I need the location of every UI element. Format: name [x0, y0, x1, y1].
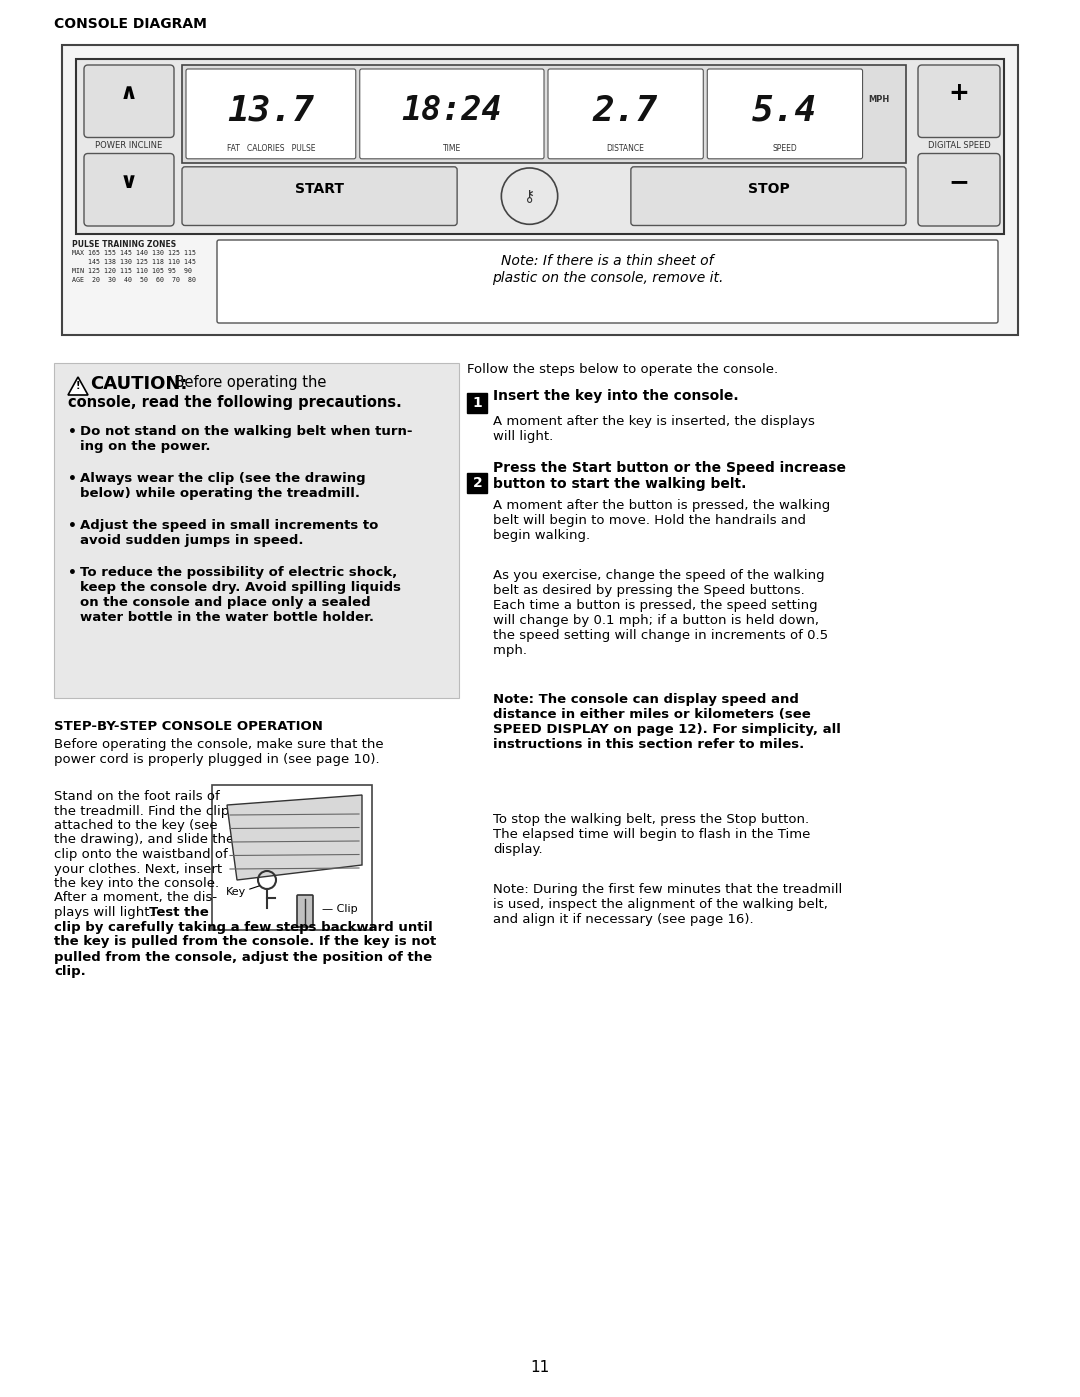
- Text: Note: During the first few minutes that the treadmill
is used, inspect the align: Note: During the first few minutes that …: [494, 883, 842, 926]
- FancyBboxPatch shape: [918, 154, 1000, 226]
- FancyBboxPatch shape: [918, 66, 1000, 137]
- Text: FAT   CALORIES   PULSE: FAT CALORIES PULSE: [227, 144, 315, 152]
- Text: 145 138 130 125 118 110 145: 145 138 130 125 118 110 145: [72, 258, 195, 265]
- Text: 11: 11: [530, 1359, 550, 1375]
- Text: +: +: [948, 81, 970, 105]
- Text: CAUTION:: CAUTION:: [90, 374, 188, 393]
- Text: As you exercise, change the speed of the walking
belt as desired by pressing the: As you exercise, change the speed of the…: [494, 569, 828, 657]
- Text: DIGITAL SPEED: DIGITAL SPEED: [928, 141, 990, 149]
- Text: START: START: [295, 182, 345, 196]
- Text: To stop the walking belt, press the Stop button.
The elapsed time will begin to : To stop the walking belt, press the Stop…: [494, 813, 811, 856]
- FancyBboxPatch shape: [84, 66, 174, 137]
- Text: Press the Start button or the Speed increase
button to start the walking belt.: Press the Start button or the Speed incr…: [494, 461, 847, 492]
- Text: AGE  20  30  40  50  60  70  80: AGE 20 30 40 50 60 70 80: [72, 277, 195, 284]
- FancyBboxPatch shape: [707, 68, 863, 159]
- Text: attached to the key (see: attached to the key (see: [54, 819, 218, 833]
- Text: POWER INCLINE: POWER INCLINE: [95, 141, 163, 149]
- Text: ∧: ∧: [120, 84, 138, 103]
- Text: 2.7: 2.7: [593, 94, 659, 127]
- FancyBboxPatch shape: [297, 895, 313, 928]
- FancyBboxPatch shape: [217, 240, 998, 323]
- Text: MPH: MPH: [868, 95, 890, 103]
- Bar: [76, 59, 1004, 235]
- Text: •: •: [68, 520, 77, 534]
- Text: Follow the steps below to operate the console.: Follow the steps below to operate the co…: [468, 363, 779, 376]
- Text: 5.4: 5.4: [753, 94, 818, 127]
- FancyBboxPatch shape: [84, 154, 174, 226]
- Text: Test the: Test the: [149, 907, 208, 919]
- Text: !: !: [76, 381, 80, 391]
- Circle shape: [501, 168, 557, 225]
- FancyBboxPatch shape: [360, 68, 544, 159]
- Text: A moment after the key is inserted, the displays
will light.: A moment after the key is inserted, the …: [494, 415, 815, 443]
- Bar: [62, 45, 1018, 335]
- Text: After a moment, the dis-: After a moment, the dis-: [54, 891, 217, 904]
- Text: clip by carefully taking a few steps backward until
the key is pulled from the c: clip by carefully taking a few steps bac…: [54, 921, 436, 978]
- Bar: [54, 363, 459, 698]
- Text: SPEED: SPEED: [772, 144, 797, 152]
- Bar: [468, 393, 487, 414]
- Text: Key: Key: [226, 887, 246, 897]
- Bar: [183, 66, 906, 163]
- Text: the drawing), and slide the: the drawing), and slide the: [54, 834, 234, 847]
- Text: clip onto the waistband of: clip onto the waistband of: [54, 848, 228, 861]
- Text: Adjust the speed in small increments to
avoid sudden jumps in speed.: Adjust the speed in small increments to …: [80, 520, 378, 548]
- Text: plays will light.: plays will light.: [54, 907, 158, 919]
- FancyBboxPatch shape: [548, 68, 703, 159]
- FancyBboxPatch shape: [186, 68, 355, 159]
- Text: To reduce the possibility of electric shock,
keep the console dry. Avoid spillin: To reduce the possibility of electric sh…: [80, 566, 401, 624]
- Text: — Clip: — Clip: [322, 904, 357, 914]
- Polygon shape: [227, 795, 362, 880]
- Text: 18:24: 18:24: [402, 94, 502, 127]
- Text: •: •: [68, 425, 77, 439]
- Text: the treadmill. Find the clip: the treadmill. Find the clip: [54, 805, 229, 817]
- Text: CONSOLE DIAGRAM: CONSOLE DIAGRAM: [54, 17, 207, 31]
- Text: −: −: [948, 170, 970, 194]
- Text: Note: The console can display speed and
distance in either miles or kilometers (: Note: The console can display speed and …: [494, 693, 841, 752]
- Text: 2: 2: [473, 476, 483, 490]
- Text: Stand on the foot rails of: Stand on the foot rails of: [54, 789, 219, 803]
- Text: Do not stand on the walking belt when turn-
ing on the power.: Do not stand on the walking belt when tu…: [80, 425, 413, 453]
- Text: Always wear the clip (see the drawing
below) while operating the treadmill.: Always wear the clip (see the drawing be…: [80, 472, 366, 500]
- Text: the key into the console.: the key into the console.: [54, 877, 219, 890]
- Text: A moment after the button is pressed, the walking
belt will begin to move. Hold : A moment after the button is pressed, th…: [494, 499, 831, 542]
- Text: Note: If there is a thin sheet of
plastic on the console, remove it.: Note: If there is a thin sheet of plasti…: [491, 254, 724, 285]
- Text: ⚷: ⚷: [524, 189, 535, 204]
- Text: DISTANCE: DISTANCE: [607, 144, 645, 152]
- Text: Insert the key into the console.: Insert the key into the console.: [494, 388, 739, 402]
- Bar: [212, 785, 372, 930]
- Text: MIN 125 120 115 110 105 95  90: MIN 125 120 115 110 105 95 90: [72, 268, 192, 274]
- FancyBboxPatch shape: [183, 166, 457, 225]
- Text: console, read the following precautions.: console, read the following precautions.: [68, 395, 402, 409]
- Text: •: •: [68, 472, 77, 486]
- Text: MAX 165 155 145 140 130 125 115: MAX 165 155 145 140 130 125 115: [72, 250, 195, 256]
- Text: your clothes. Next, insert: your clothes. Next, insert: [54, 862, 222, 876]
- Text: 13.7: 13.7: [228, 94, 314, 127]
- Text: •: •: [68, 566, 77, 580]
- Text: 1: 1: [473, 395, 483, 409]
- Text: TIME: TIME: [443, 144, 461, 152]
- Text: STOP: STOP: [747, 182, 789, 196]
- Text: ∨: ∨: [120, 172, 138, 191]
- Text: STEP-BY-STEP CONSOLE OPERATION: STEP-BY-STEP CONSOLE OPERATION: [54, 719, 323, 733]
- Text: Before operating the console, make sure that the
power cord is properly plugged : Before operating the console, make sure …: [54, 738, 383, 766]
- Text: PULSE TRAINING ZONES: PULSE TRAINING ZONES: [72, 240, 176, 249]
- Bar: [468, 474, 487, 493]
- Polygon shape: [68, 377, 87, 395]
- Text: Before operating the: Before operating the: [170, 374, 326, 390]
- FancyBboxPatch shape: [631, 166, 906, 225]
